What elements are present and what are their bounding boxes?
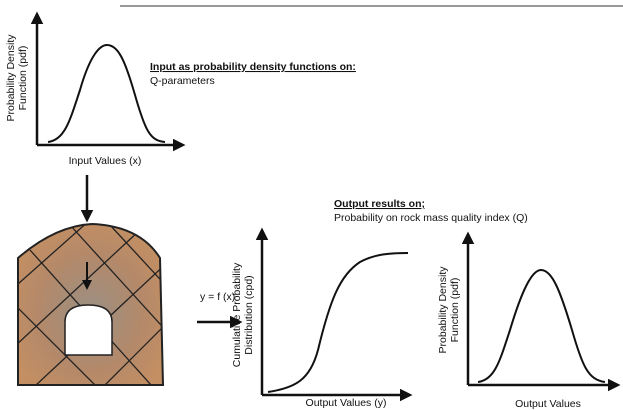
input-chart [30,11,186,152]
x-label: Output Values [515,398,581,410]
rock-mass [17,222,165,386]
cdf-chart [255,227,413,402]
y-label: Probability Density [5,34,17,122]
model-label: y = f (x) [200,291,235,303]
y-label: Cumulative Probability [231,262,243,367]
y-label: Distribution (cpd) [243,275,255,354]
subheading: Probability on rock mass quality index (… [334,212,528,224]
y-label: Probability Density [437,266,449,354]
y-label: Function (pdf) [17,46,29,111]
y-label: Function (pdf) [449,278,461,343]
pdf-chart [461,231,621,392]
x-label: Output Values (y) [306,397,387,409]
heading: Input as probability density functions o… [150,61,356,73]
x-label: Input Values (x) [69,155,142,167]
subheading: Q-parameters [150,75,215,87]
heading: Output results on; [334,198,425,210]
